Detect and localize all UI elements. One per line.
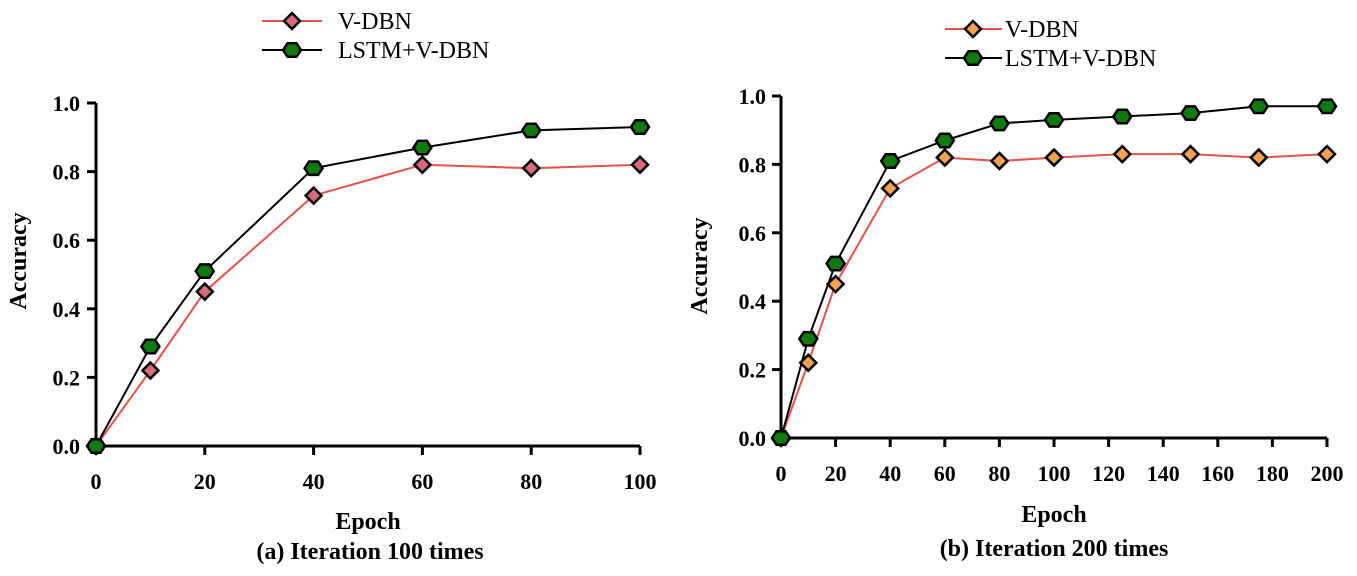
data-point-lstm-vdbn [934, 132, 956, 149]
data-point-lstm-vdbn [1179, 105, 1202, 122]
x-tick-label: 100 [624, 469, 657, 494]
data-point-lstm-vdbn [988, 115, 1010, 132]
x-tick-label: 140 [1147, 461, 1180, 486]
x-tick-label: 100 [1038, 461, 1071, 486]
data-point-lstm-vdbn [1043, 111, 1065, 128]
chart-panel-a: V-DBN LSTM+V-DBN 0 20 40 60 80 100 0.00.20.40… [6, 9, 657, 565]
x-tick-labels: 0 20 40 60 80 100 120 140 160 180 200 [776, 461, 1344, 486]
y-tick-label: 0.4 [739, 289, 767, 314]
x-tick-label: 20 [194, 469, 216, 494]
data-point-vdbn [825, 274, 846, 294]
x-tick-label: 120 [1092, 461, 1125, 486]
data-point-lstm-vdbn [303, 160, 325, 177]
legend-marker-lstm-vdbn [281, 42, 303, 58]
y-tick-label: 1.0 [53, 91, 81, 116]
y-tick-label: 0.0 [53, 434, 81, 459]
legend-marker-lstm-vdbn [962, 50, 984, 66]
chart-panel-b: V-DBN LSTM+V-DBN 0 20 40 60 80 100 120 140 160 18… [687, 17, 1344, 562]
axes [772, 94, 1329, 447]
data-point-lstm-vdbn [411, 139, 433, 156]
x-tick-label: 60 [934, 461, 956, 486]
data-point-vdbn [1317, 144, 1337, 164]
y-tick-label: 0.2 [739, 358, 767, 383]
legend-item-vdbn: V-DBN [945, 17, 1079, 43]
x-axis-title: Epoch [335, 509, 400, 535]
y-tick-label: 0.8 [53, 160, 81, 185]
data-point-vdbn [195, 281, 215, 302]
y-tick-label: 0.4 [53, 297, 81, 322]
data-point-vdbn [521, 158, 541, 178]
y-tick-label: 0.2 [53, 365, 81, 390]
data-point-vdbn [140, 360, 161, 381]
x-tick-label: 200 [1311, 461, 1344, 486]
data-point-lstm-vdbn [194, 263, 216, 280]
data-point-vdbn [1248, 147, 1269, 168]
data-point-lstm-vdbn [797, 330, 819, 347]
chart-caption: (b) Iteration 200 times [940, 536, 1169, 562]
data-point-lstm-vdbn [1316, 98, 1338, 115]
y-axis-title: Accuracy [687, 217, 713, 314]
x-tick-label: 80 [988, 461, 1010, 486]
data-point-vdbn [1112, 144, 1133, 164]
series-line-vdbn [95, 163, 641, 447]
legend-label-vdbn: V-DBN [1005, 17, 1079, 43]
data-point-vdbn [1180, 144, 1201, 164]
x-tick-label: 0 [776, 461, 787, 486]
legend: V-DBN LSTM+V-DBN [262, 9, 489, 64]
legend-label-lstm-vdbn: LSTM+V-DBN [1005, 46, 1156, 72]
series-layer [770, 98, 1338, 448]
legend: V-DBN LSTM+V-DBN [945, 17, 1156, 72]
x-tick-label: 40 [879, 461, 901, 486]
data-point-vdbn [989, 151, 1010, 171]
legend-marker-vdbn [963, 19, 983, 39]
y-tick-label: 1.0 [739, 84, 767, 109]
data-point-lstm-vdbn [85, 438, 107, 454]
x-tick-label: 0 [91, 469, 102, 494]
x-tick-label: 20 [825, 461, 847, 486]
data-point-lstm-vdbn [825, 255, 847, 272]
x-tick-label: 160 [1201, 461, 1234, 486]
data-point-lstm-vdbn [520, 122, 542, 139]
data-point-vdbn [303, 185, 324, 206]
data-point-lstm-vdbn [1111, 108, 1133, 125]
series-line-lstm-vdbn [95, 126, 641, 447]
data-point-vdbn [798, 352, 819, 373]
data-point-vdbn [1044, 147, 1064, 168]
data-point-lstm-vdbn [770, 430, 792, 446]
legend-item-lstm-vdbn: LSTM+V-DBN [262, 38, 489, 64]
y-tick-label: 0.8 [739, 152, 767, 177]
x-tick-labels: 0 20 40 60 80 100 [91, 469, 657, 494]
y-tick-label: 0.6 [739, 221, 767, 246]
data-point-vdbn [880, 178, 900, 199]
data-point-vdbn [935, 147, 955, 168]
x-axis-title: Epoch [1021, 502, 1086, 528]
x-tick-label: 180 [1256, 461, 1289, 486]
data-point-lstm-vdbn [629, 119, 651, 135]
data-point-lstm-vdbn [879, 153, 901, 169]
series-layer [85, 119, 651, 456]
series-line-vdbn [780, 153, 1328, 439]
data-point-vdbn [412, 154, 433, 175]
legend-label-vdbn: V-DBN [338, 9, 412, 35]
y-tick-label: 0.6 [53, 228, 81, 253]
chart-caption: (a) Iteration 100 times [256, 539, 483, 565]
y-tick-labels: 0.0 0.2 0.4 0.6 0.8 1.0 [739, 84, 767, 451]
data-point-vdbn [630, 154, 650, 175]
x-tick-label: 80 [520, 469, 542, 494]
legend-item-vdbn: V-DBN [262, 9, 412, 35]
legend-marker-vdbn [282, 11, 302, 31]
data-point-lstm-vdbn [1248, 98, 1270, 115]
legend-label-lstm-vdbn: LSTM+V-DBN [338, 38, 489, 64]
legend-item-lstm-vdbn: LSTM+V-DBN [945, 46, 1156, 72]
y-tick-labels: 0.0 0.2 0.4 0.6 0.8 1.0 [53, 91, 81, 459]
x-tick-label: 40 [303, 469, 325, 494]
axes [87, 101, 642, 455]
y-tick-label: 0.0 [739, 426, 767, 451]
x-tick-label: 60 [411, 469, 433, 494]
y-axis-title: Accuracy [6, 212, 32, 309]
data-point-lstm-vdbn [139, 338, 161, 355]
